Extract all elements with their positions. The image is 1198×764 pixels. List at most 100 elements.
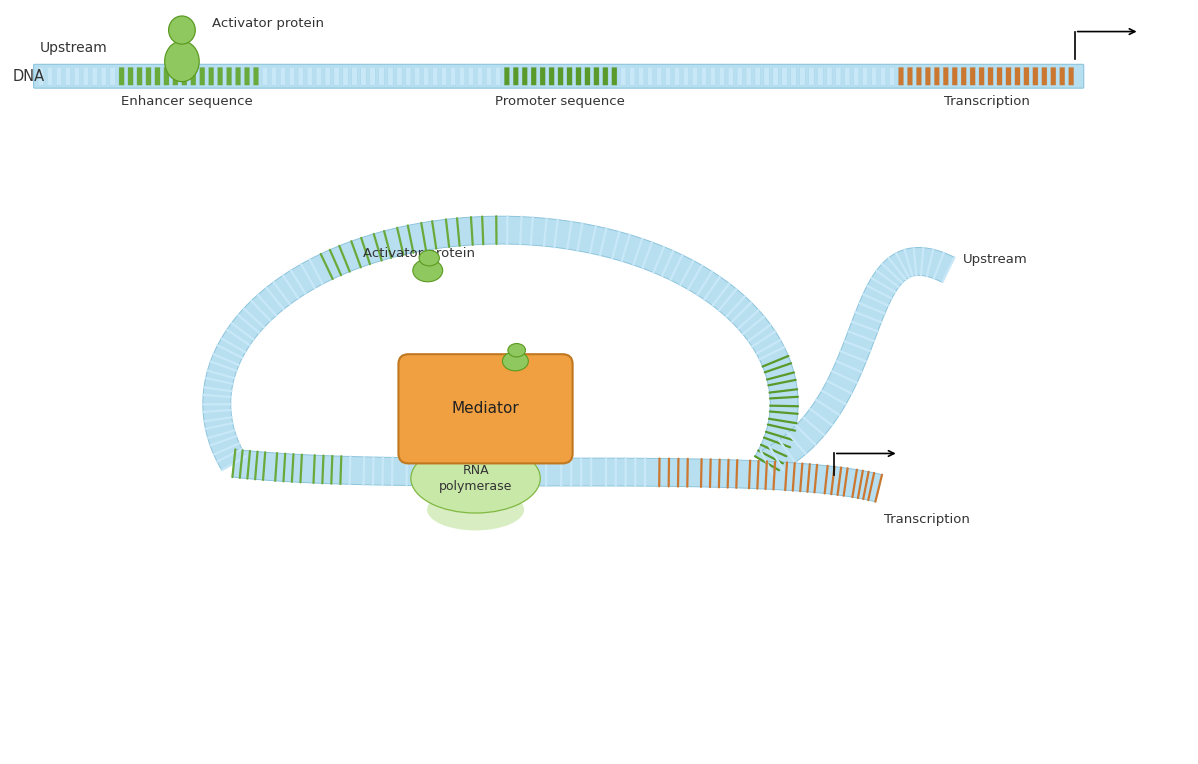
FancyBboxPatch shape xyxy=(119,67,125,86)
FancyBboxPatch shape xyxy=(1006,67,1011,86)
FancyBboxPatch shape xyxy=(961,67,967,86)
Text: DNA: DNA xyxy=(13,69,44,84)
Polygon shape xyxy=(232,449,882,502)
FancyBboxPatch shape xyxy=(397,67,403,86)
FancyBboxPatch shape xyxy=(1041,67,1047,86)
FancyBboxPatch shape xyxy=(791,67,797,86)
FancyBboxPatch shape xyxy=(83,67,89,86)
Polygon shape xyxy=(202,216,798,471)
FancyBboxPatch shape xyxy=(137,67,143,86)
FancyBboxPatch shape xyxy=(74,67,79,86)
FancyBboxPatch shape xyxy=(728,67,733,86)
FancyBboxPatch shape xyxy=(280,67,285,86)
FancyBboxPatch shape xyxy=(540,67,545,86)
FancyBboxPatch shape xyxy=(970,67,975,86)
FancyBboxPatch shape xyxy=(424,67,429,86)
Text: Upstream: Upstream xyxy=(963,254,1028,267)
FancyBboxPatch shape xyxy=(388,67,393,86)
FancyBboxPatch shape xyxy=(988,67,993,86)
FancyBboxPatch shape xyxy=(182,67,187,86)
FancyBboxPatch shape xyxy=(818,67,823,86)
FancyBboxPatch shape xyxy=(522,67,527,86)
FancyBboxPatch shape xyxy=(226,67,231,86)
Ellipse shape xyxy=(426,489,524,530)
FancyBboxPatch shape xyxy=(934,67,939,86)
Polygon shape xyxy=(761,248,955,476)
FancyBboxPatch shape xyxy=(164,67,169,86)
FancyBboxPatch shape xyxy=(871,67,877,86)
FancyBboxPatch shape xyxy=(65,67,71,86)
FancyBboxPatch shape xyxy=(1024,67,1029,86)
FancyBboxPatch shape xyxy=(38,67,43,86)
FancyBboxPatch shape xyxy=(495,67,501,86)
FancyBboxPatch shape xyxy=(845,67,849,86)
FancyBboxPatch shape xyxy=(477,67,483,86)
FancyBboxPatch shape xyxy=(701,67,707,86)
FancyBboxPatch shape xyxy=(853,67,859,86)
FancyBboxPatch shape xyxy=(558,67,563,86)
FancyBboxPatch shape xyxy=(343,67,349,86)
FancyBboxPatch shape xyxy=(549,67,555,86)
FancyBboxPatch shape xyxy=(244,67,249,86)
FancyBboxPatch shape xyxy=(468,67,473,86)
FancyBboxPatch shape xyxy=(889,67,895,86)
FancyBboxPatch shape xyxy=(943,67,949,86)
FancyBboxPatch shape xyxy=(594,67,599,86)
FancyBboxPatch shape xyxy=(764,67,769,86)
FancyBboxPatch shape xyxy=(513,67,519,86)
Ellipse shape xyxy=(508,344,526,357)
FancyBboxPatch shape xyxy=(173,67,179,86)
Ellipse shape xyxy=(164,41,199,82)
FancyBboxPatch shape xyxy=(657,67,661,86)
FancyBboxPatch shape xyxy=(746,67,751,86)
FancyBboxPatch shape xyxy=(334,67,339,86)
FancyBboxPatch shape xyxy=(925,67,931,86)
FancyBboxPatch shape xyxy=(208,67,214,86)
Ellipse shape xyxy=(413,259,443,282)
FancyBboxPatch shape xyxy=(737,67,743,86)
FancyBboxPatch shape xyxy=(647,67,653,86)
FancyBboxPatch shape xyxy=(621,67,627,86)
FancyBboxPatch shape xyxy=(370,67,375,86)
FancyBboxPatch shape xyxy=(1059,67,1065,86)
FancyBboxPatch shape xyxy=(352,67,357,86)
FancyBboxPatch shape xyxy=(674,67,679,86)
Text: Upstream: Upstream xyxy=(40,41,108,56)
FancyBboxPatch shape xyxy=(603,67,609,86)
Ellipse shape xyxy=(419,251,440,266)
FancyBboxPatch shape xyxy=(415,67,420,86)
FancyBboxPatch shape xyxy=(504,67,509,86)
FancyBboxPatch shape xyxy=(1015,67,1021,86)
FancyBboxPatch shape xyxy=(809,67,815,86)
Text: Activator protein: Activator protein xyxy=(363,247,476,260)
FancyBboxPatch shape xyxy=(1051,67,1055,86)
FancyBboxPatch shape xyxy=(325,67,331,86)
FancyBboxPatch shape xyxy=(486,67,491,86)
FancyBboxPatch shape xyxy=(56,67,61,86)
FancyBboxPatch shape xyxy=(361,67,367,86)
FancyBboxPatch shape xyxy=(316,67,321,86)
Text: Enhancer sequence: Enhancer sequence xyxy=(121,95,253,108)
FancyBboxPatch shape xyxy=(289,67,295,86)
FancyBboxPatch shape xyxy=(665,67,671,86)
FancyBboxPatch shape xyxy=(298,67,303,86)
FancyBboxPatch shape xyxy=(576,67,581,86)
FancyBboxPatch shape xyxy=(441,67,447,86)
FancyBboxPatch shape xyxy=(835,67,841,86)
FancyBboxPatch shape xyxy=(190,67,196,86)
FancyBboxPatch shape xyxy=(262,67,267,86)
FancyBboxPatch shape xyxy=(34,64,1084,88)
FancyBboxPatch shape xyxy=(47,67,53,86)
Ellipse shape xyxy=(502,351,528,371)
FancyBboxPatch shape xyxy=(1069,67,1073,86)
FancyBboxPatch shape xyxy=(155,67,161,86)
FancyBboxPatch shape xyxy=(907,67,913,86)
FancyBboxPatch shape xyxy=(531,67,537,86)
FancyBboxPatch shape xyxy=(898,67,903,86)
FancyBboxPatch shape xyxy=(450,67,455,86)
FancyBboxPatch shape xyxy=(253,67,259,86)
FancyBboxPatch shape xyxy=(379,67,385,86)
FancyBboxPatch shape xyxy=(755,67,761,86)
FancyBboxPatch shape xyxy=(585,67,591,86)
FancyBboxPatch shape xyxy=(710,67,715,86)
